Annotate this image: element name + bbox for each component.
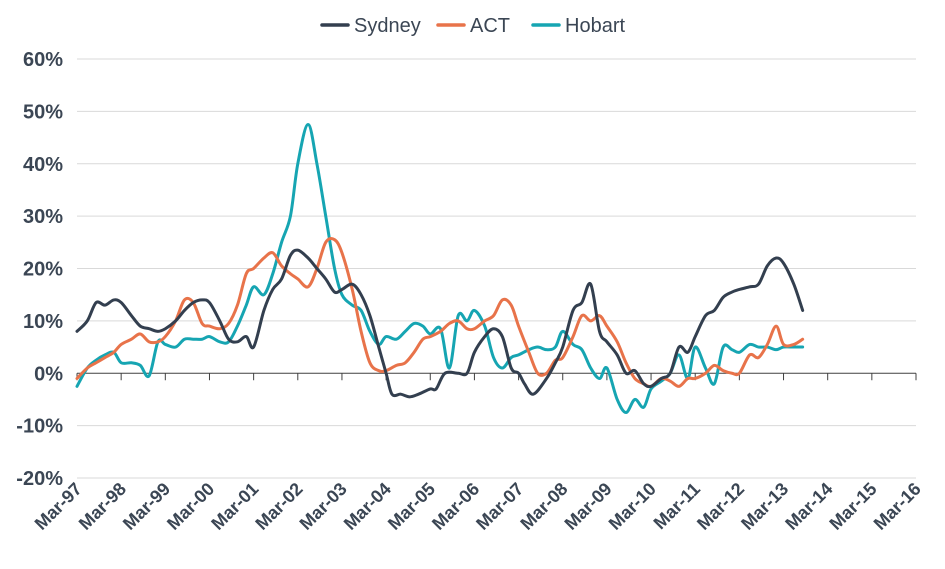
legend-label: ACT [470, 15, 510, 37]
y-tick-label: -20% [16, 468, 63, 490]
legend: Sydney ACT Hobart [320, 15, 625, 37]
legend-item-sydney: Sydney [320, 15, 421, 37]
y-tick-label: 60% [23, 49, 63, 71]
x-tick-label: Mar-06 [428, 479, 483, 534]
x-tick-label: Mar-15 [825, 479, 880, 534]
y-tick-label: 50% [23, 101, 63, 123]
y-tick-label: 30% [23, 206, 63, 228]
series-line-act [75, 236, 805, 389]
x-tick-label: Mar-13 [737, 479, 792, 534]
legend-label: Sydney [354, 15, 421, 37]
series-line-hobart [75, 122, 805, 415]
series-line-sydney [75, 248, 805, 399]
x-tick-label: Mar-03 [296, 479, 351, 534]
x-tick-label: Mar-10 [605, 479, 660, 534]
x-tick-label: Mar-98 [75, 479, 130, 534]
y-tick-label: -10% [16, 416, 63, 438]
x-tick-label: Mar-00 [163, 479, 218, 534]
x-tick-label: Mar-08 [516, 479, 571, 534]
x-tick-label: Mar-05 [384, 479, 439, 534]
x-tick-label: Mar-12 [693, 479, 748, 534]
x-tick-label: Mar-14 [781, 479, 836, 534]
x-tick-label: Mar-99 [119, 479, 174, 534]
y-tick-label: 10% [23, 311, 63, 333]
y-tick-label: 20% [23, 259, 63, 281]
legend-label: Hobart [565, 15, 625, 37]
gridlines [77, 58, 916, 479]
axes: 60%50%40%30%20%10%0%-10%-20%Mar-97Mar-98… [16, 49, 925, 534]
legend-item-act: ACT [436, 15, 510, 37]
x-tick-label: Mar-02 [251, 479, 306, 534]
y-tick-label: 0% [34, 363, 63, 385]
x-tick-label: Mar-16 [870, 479, 925, 534]
x-tick-label: Mar-04 [340, 479, 395, 534]
legend-item-hobart: Hobart [531, 15, 625, 37]
y-tick-label: 40% [23, 154, 63, 176]
x-tick-label: Mar-07 [472, 479, 527, 534]
x-tick-label: Mar-01 [207, 479, 262, 534]
series-lines [75, 122, 805, 415]
x-tick-label: Mar-09 [561, 479, 616, 534]
x-tick-label: Mar-11 [650, 479, 704, 533]
